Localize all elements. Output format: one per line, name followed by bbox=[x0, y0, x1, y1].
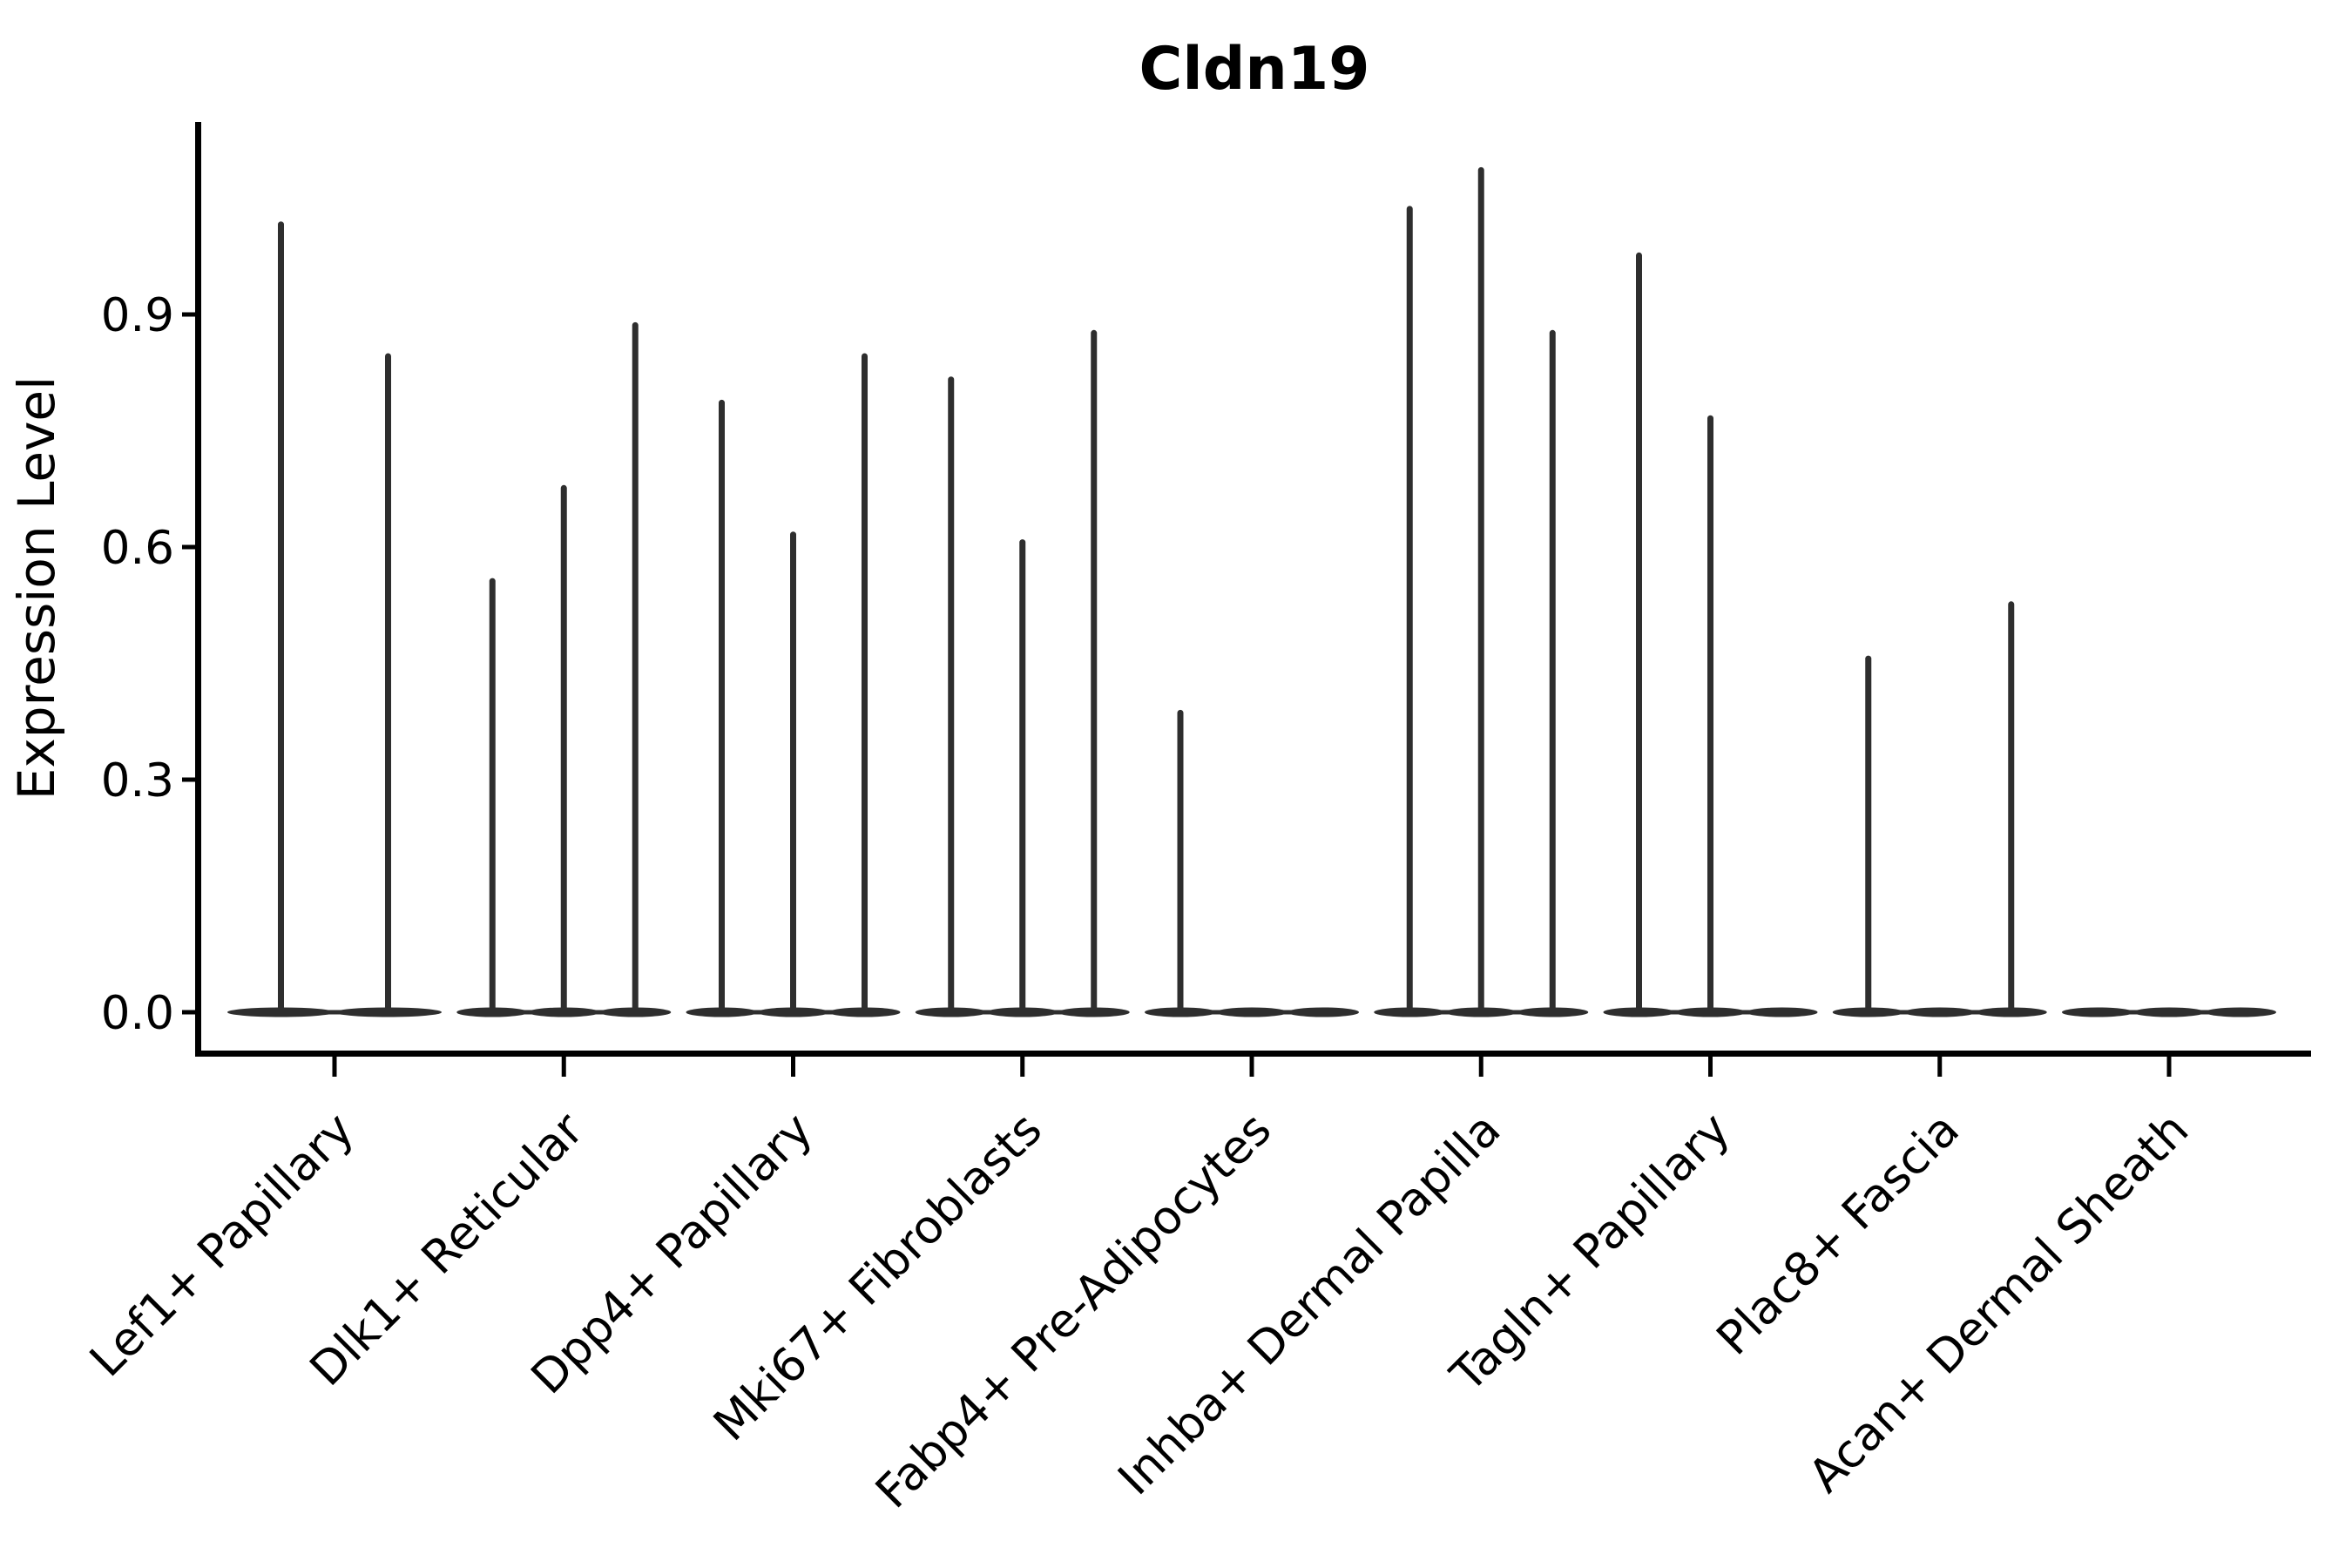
violin-group bbox=[1603, 252, 1818, 1017]
violin-spike bbox=[1406, 206, 1413, 1015]
y-tick-label: 0.3 bbox=[101, 754, 174, 808]
violin-group bbox=[227, 221, 442, 1017]
x-tick-label: Fabp4+ Pre-Adipocytes bbox=[866, 1103, 1281, 1518]
chart-title: Cldn19 bbox=[1139, 35, 1370, 104]
violin-group bbox=[686, 353, 901, 1017]
y-tick-label: 0.9 bbox=[101, 289, 174, 342]
violin-spike bbox=[862, 353, 868, 1015]
violin-spike bbox=[790, 531, 796, 1015]
violin-spike bbox=[2008, 601, 2015, 1015]
violin-spike bbox=[1019, 539, 1026, 1015]
x-tick-label: Acan+ Dermal Sheath bbox=[1799, 1103, 2199, 1503]
y-tick-label: 0.6 bbox=[101, 522, 174, 575]
violin-base bbox=[1288, 1007, 1359, 1017]
violin-spike bbox=[1865, 655, 1872, 1015]
violin-spike bbox=[489, 578, 496, 1015]
violin-spike bbox=[719, 399, 725, 1015]
violin-base bbox=[2133, 1007, 2205, 1017]
violin-spike bbox=[1177, 709, 1184, 1015]
violin-base bbox=[1903, 1007, 1976, 1017]
violin-base bbox=[1746, 1007, 1818, 1017]
violin-group bbox=[915, 329, 1130, 1017]
violin-spike bbox=[632, 321, 639, 1015]
violin-spike bbox=[278, 221, 284, 1015]
violin-base bbox=[2205, 1007, 2276, 1017]
x-tick-label: Plac8+ Fascia bbox=[1707, 1103, 1969, 1365]
violin-group bbox=[1832, 601, 2047, 1017]
violin-spike bbox=[1636, 252, 1642, 1015]
violin-group bbox=[2062, 1007, 2276, 1017]
violin-spike bbox=[1091, 329, 1098, 1015]
x-tick-label: Inhba+ Dermal Papilla bbox=[1108, 1103, 1511, 1505]
violin-base bbox=[2062, 1007, 2133, 1017]
violin-spike bbox=[1477, 166, 1484, 1015]
violin-group bbox=[1374, 166, 1589, 1017]
violin-group bbox=[1145, 709, 1359, 1017]
violin-spike bbox=[1549, 329, 1556, 1015]
violin-spike bbox=[385, 353, 391, 1015]
y-axis-label: Expression Level bbox=[7, 376, 66, 800]
violin-spike bbox=[948, 376, 955, 1015]
violin-spike bbox=[1707, 415, 1713, 1015]
violin-base bbox=[1216, 1007, 1288, 1017]
violin-group bbox=[456, 321, 672, 1017]
axes-layer bbox=[195, 122, 2311, 1057]
violins-layer bbox=[227, 166, 2276, 1017]
y-tick-label: 0.0 bbox=[101, 987, 174, 1040]
violin-spike bbox=[560, 484, 567, 1015]
